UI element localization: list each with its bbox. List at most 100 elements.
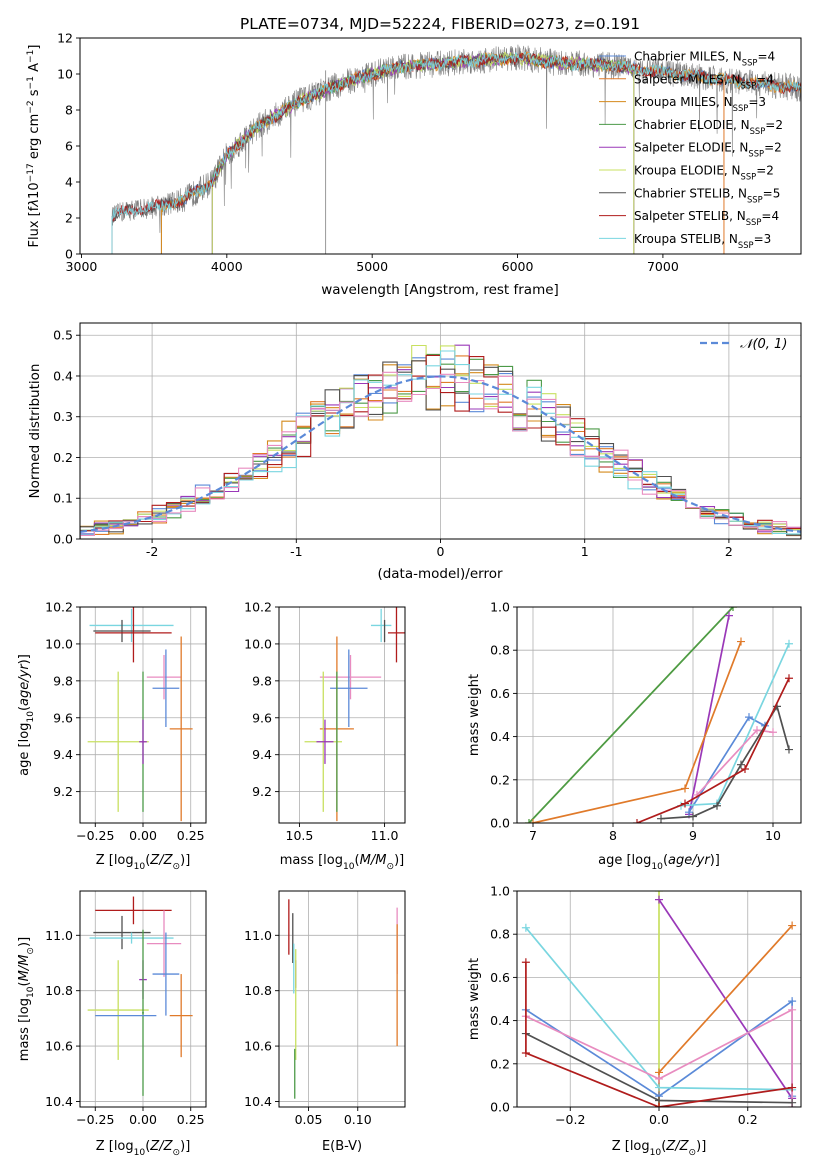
- axes: −0.25 0.00 0.25 10.4 10.6 10.8 11.0: [45, 890, 207, 1127]
- legend-label-kroupa_miles-part: =3: [748, 95, 766, 109]
- x-tick-label: 0.00: [129, 1112, 157, 1127]
- x-axis-label-part: Z [log: [612, 1139, 650, 1154]
- weight-marker-chabrier_stelib: [737, 760, 745, 769]
- legend-label-salpeter_elodie: Salpeter ELODIE, NSSP=2: [634, 141, 782, 159]
- plot-area: [111, 44, 801, 254]
- x-tick-label: 6000: [502, 259, 534, 274]
- y-tick-label: 11.0: [45, 928, 73, 943]
- axes-frame: [278, 890, 406, 1108]
- y-tick-label: 11.0: [244, 928, 272, 943]
- y-axis-label: Flux [fλ10−17 erg cm−2 s−1 A−1]: [26, 45, 42, 248]
- legend-label-chabrier_miles-part: Chabrier MILES, N: [634, 50, 742, 64]
- x-axis-label: Z [log10(Z/Z⊙)]: [96, 853, 191, 872]
- legend-label-salpeter_miles-part: SSP: [741, 80, 757, 90]
- axes-frame: [516, 606, 802, 824]
- x-axis-label-part: mass [log: [280, 853, 343, 868]
- axes: −0.25 0.00 0.25 9.2 9.4 9.6 9.8 10.0 10.2: [45, 600, 207, 843]
- weight-marker-salpeter_stelib: [655, 1103, 663, 1107]
- weight-marker-salpeter_elodie: [725, 611, 733, 620]
- legend-label-salpeter_stelib: Salpeter STELIB, NSSP=4: [634, 209, 779, 227]
- x-axis-label-part: 10: [343, 862, 355, 872]
- weight-marker-salpeter_miles: [788, 921, 797, 930]
- y-tick-label: 0.0: [53, 532, 73, 547]
- axes: −0.2 0.0 0.2 0.0 0.2 0.4 0.6 0.8 1.0: [490, 884, 802, 1127]
- x-axis-label-part: 10: [134, 862, 146, 872]
- y-axis-label-part: −17: [26, 163, 36, 182]
- mass-vs-ebv-panel: 0.05 0.10 10.4 10.6 10.8 11.0 E(B-V): [244, 890, 406, 1154]
- x-tick-label: 8: [609, 828, 617, 843]
- x-tick-label: 10: [765, 828, 781, 843]
- x-axis-label-part: )]: [394, 853, 404, 868]
- y-tick-label: 10.0: [45, 636, 73, 651]
- x-axis-label: Z [log10(Z/Z⊙)]: [96, 1139, 191, 1158]
- legend-label-salpeter_miles: Salpeter MILES, NSSP=4: [634, 72, 774, 90]
- axes: 7 8 9 10 0.0 0.2 0.4 0.6 0.8 1.0: [490, 600, 802, 843]
- legend-label-chabrier_elodie-part: SSP: [750, 126, 766, 136]
- x-axis-label-part: ⊙: [689, 1148, 697, 1158]
- y-axis-label-part: )]: [17, 937, 32, 947]
- y-tick-label: 0.8: [490, 643, 510, 658]
- plot-area: [80, 344, 801, 539]
- axes-frame: [278, 606, 406, 824]
- weight-marker-kroupa_stelib: [655, 1083, 663, 1092]
- y-tick-label: 10: [57, 67, 73, 82]
- legend-label-chabrier_miles: Chabrier MILES, NSSP=4: [634, 50, 775, 68]
- weight-marker-salpeter_stelib: [681, 799, 689, 808]
- legend-label-kroupa_stelib: Kroupa STELIB, NSSP=3: [634, 232, 771, 250]
- y-tick-label: 10.8: [244, 983, 272, 998]
- y-axis-label-part: (: [17, 706, 32, 711]
- weight-marker-chabrier_stelib: [785, 745, 793, 754]
- legend-label-salpeter_miles-part: Salpeter MILES, N: [634, 72, 741, 86]
- y-tick-label: 9.2: [252, 784, 272, 799]
- y-tick-label: 0.3: [53, 409, 73, 424]
- x-axis-label-part: (: [661, 1139, 666, 1154]
- x-tick-label: 0.25: [177, 1112, 205, 1127]
- y-tick-label: 10.4: [244, 1094, 272, 1109]
- y-tick-label: 9.4: [252, 747, 272, 762]
- y-axis-label-part: age/yr: [17, 663, 32, 706]
- weight-marker-salpeter_elodie: [655, 895, 663, 904]
- model-line-kroupa_stelib: [111, 51, 801, 221]
- x-axis-label-part: Z/Z: [665, 1139, 689, 1154]
- x-tick-label: 7000: [647, 259, 679, 274]
- y-axis-label-part: (: [17, 981, 32, 986]
- legend-label-kroupa_stelib-part: SSP: [738, 240, 754, 250]
- histogram-pink: [80, 371, 801, 537]
- legend-label-chabrier_stelib-part: Chabrier STELIB, N: [634, 186, 747, 200]
- axes: -2 -1 0 1 2 0.0 0.1 0.2 0.3 0.4 0.5: [53, 322, 802, 559]
- y-tick-label: 0.2: [53, 450, 73, 465]
- x-tick-label: −0.25: [76, 1112, 114, 1127]
- x-axis-label-part: )]: [180, 853, 190, 868]
- weight-line-salpeter_stelib: [636, 677, 790, 823]
- y-axis-label: Normed distribution: [27, 364, 43, 499]
- legend-label-chabrier_miles-part: SSP: [742, 58, 758, 68]
- weight-line-chabrier_miles: [688, 716, 766, 813]
- weight-marker-salpeter_miles: [681, 784, 689, 793]
- x-axis-label-part: Z [log: [96, 1139, 134, 1154]
- legend-label-chabrier_miles-part: =4: [757, 50, 775, 64]
- x-axis-label-part: (: [355, 853, 360, 868]
- y-axis-label-part: )]: [17, 654, 32, 664]
- y-tick-label: 9.8: [252, 673, 272, 688]
- legend-label-salpeter_miles-part: =4: [756, 72, 774, 86]
- x-axis-label-part: Z/Z: [149, 853, 173, 868]
- y-axis-label-part: λ: [27, 199, 42, 208]
- plot-area: [288, 899, 398, 1099]
- axes: 3000 4000 5000 6000 7000 0 2 4 6 8 10 12: [57, 31, 802, 274]
- y-tick-label: 0.4: [490, 1013, 510, 1028]
- x-tick-label: 0.2: [738, 1112, 758, 1127]
- weight-marker-chabrier_miles: [685, 808, 693, 817]
- x-axis-label: (data-model)/error: [377, 566, 503, 582]
- x-axis-label-part: (: [145, 853, 150, 868]
- x-axis-label-part: Z/Z: [149, 1139, 173, 1154]
- x-tick-label: 0: [437, 544, 445, 559]
- y-tick-label: 0.5: [53, 328, 73, 343]
- y-axis-label-part: erg cm: [27, 114, 42, 163]
- legend-label-kroupa_stelib-part: =3: [754, 232, 772, 246]
- y-tick-label: 1.0: [490, 600, 510, 615]
- x-tick-label: −0.25: [76, 828, 114, 843]
- age-vs-mass-panel: 10.5 11.0 9.2 9.4 9.6 9.8 10.0 10.2 mass [log10(…: [244, 600, 406, 872]
- weight-marker-chabrier_stelib: [713, 801, 721, 810]
- y-axis-label-part: M/M: [17, 955, 32, 982]
